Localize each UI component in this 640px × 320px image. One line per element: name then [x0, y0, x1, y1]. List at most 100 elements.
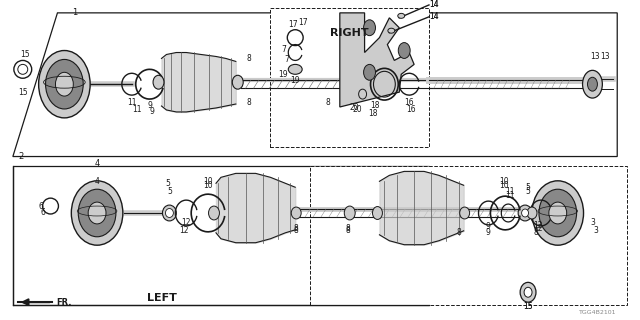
Text: 5: 5: [165, 179, 170, 188]
Text: 6: 6: [38, 202, 43, 211]
Ellipse shape: [153, 75, 164, 89]
Text: 17: 17: [298, 18, 308, 27]
Ellipse shape: [209, 206, 220, 220]
Text: 16: 16: [406, 106, 416, 115]
Ellipse shape: [398, 43, 410, 59]
Text: 18: 18: [368, 109, 377, 118]
Ellipse shape: [358, 89, 367, 99]
Ellipse shape: [388, 28, 395, 33]
Text: 14: 14: [429, 12, 439, 21]
Text: 13: 13: [600, 52, 610, 61]
Ellipse shape: [56, 72, 74, 96]
Ellipse shape: [522, 209, 529, 217]
Text: 1: 1: [72, 8, 77, 17]
Text: 14: 14: [429, 0, 439, 10]
Ellipse shape: [14, 60, 32, 78]
Text: 7: 7: [281, 45, 286, 54]
Ellipse shape: [18, 64, 28, 74]
Text: 13: 13: [591, 52, 600, 61]
Text: 4: 4: [95, 177, 99, 186]
Text: RIGHT: RIGHT: [330, 28, 369, 38]
Text: 6: 6: [40, 209, 45, 218]
Text: 11: 11: [506, 187, 515, 196]
Text: 8: 8: [294, 226, 299, 235]
Ellipse shape: [520, 282, 536, 302]
Text: 14: 14: [429, 12, 439, 21]
Ellipse shape: [539, 189, 577, 237]
Ellipse shape: [38, 51, 90, 118]
Text: 3: 3: [593, 226, 598, 235]
Text: 10: 10: [499, 177, 509, 186]
Text: 9: 9: [486, 222, 491, 231]
Ellipse shape: [372, 206, 383, 220]
Polygon shape: [340, 13, 414, 107]
Ellipse shape: [524, 287, 532, 297]
Text: 15: 15: [20, 50, 29, 59]
Text: 5: 5: [525, 183, 531, 192]
Ellipse shape: [291, 207, 301, 219]
Ellipse shape: [527, 207, 537, 219]
Text: 5: 5: [525, 187, 531, 196]
Text: 5: 5: [167, 187, 172, 196]
Ellipse shape: [588, 77, 597, 91]
Text: 8: 8: [326, 98, 330, 107]
Polygon shape: [13, 166, 429, 305]
Text: 15: 15: [524, 302, 533, 311]
Text: 10: 10: [204, 177, 213, 186]
Text: 2: 2: [18, 152, 24, 161]
Ellipse shape: [45, 60, 83, 109]
Ellipse shape: [364, 64, 376, 80]
Text: 12: 12: [533, 221, 543, 230]
Ellipse shape: [532, 181, 584, 245]
Ellipse shape: [232, 75, 243, 89]
Text: LEFT: LEFT: [147, 293, 177, 303]
Text: 9: 9: [147, 101, 152, 110]
Text: 19: 19: [291, 76, 300, 85]
Ellipse shape: [288, 64, 302, 74]
Text: 15: 15: [18, 88, 28, 97]
Ellipse shape: [344, 206, 355, 220]
Ellipse shape: [398, 13, 404, 18]
Ellipse shape: [166, 209, 173, 218]
Text: 10: 10: [499, 181, 509, 190]
Ellipse shape: [582, 70, 602, 98]
Text: 4: 4: [95, 159, 100, 168]
Text: 12: 12: [533, 224, 543, 233]
Polygon shape: [310, 166, 627, 305]
Ellipse shape: [460, 207, 470, 219]
Text: 7: 7: [284, 55, 289, 64]
Text: 8: 8: [534, 228, 538, 237]
Ellipse shape: [518, 205, 532, 221]
Text: 16: 16: [404, 98, 414, 107]
Text: 20: 20: [350, 103, 360, 112]
Ellipse shape: [549, 202, 566, 224]
Text: 8: 8: [246, 54, 251, 63]
Ellipse shape: [78, 189, 116, 237]
Text: 12: 12: [179, 226, 189, 235]
Ellipse shape: [71, 181, 123, 245]
Text: 11: 11: [506, 191, 515, 200]
Text: 8: 8: [294, 224, 299, 233]
Text: 8: 8: [346, 224, 350, 233]
Text: 11: 11: [132, 106, 141, 115]
Text: 19: 19: [278, 70, 288, 79]
Text: 17: 17: [289, 20, 298, 29]
Polygon shape: [13, 13, 617, 156]
Text: TGG4B2101: TGG4B2101: [579, 309, 616, 315]
Text: 20: 20: [353, 106, 362, 115]
Text: 8: 8: [246, 98, 251, 107]
Text: 14: 14: [429, 0, 439, 10]
Text: 11: 11: [127, 98, 136, 107]
Ellipse shape: [88, 202, 106, 224]
Ellipse shape: [364, 20, 376, 36]
Text: 8: 8: [346, 226, 350, 235]
Text: 15: 15: [524, 302, 533, 311]
Text: 3: 3: [590, 219, 595, 228]
Text: 8: 8: [456, 228, 461, 237]
Text: FR.: FR.: [56, 298, 72, 307]
Ellipse shape: [163, 205, 177, 221]
Text: 9: 9: [486, 228, 491, 237]
Text: 9: 9: [149, 108, 154, 116]
Text: 18: 18: [370, 101, 380, 110]
Polygon shape: [271, 8, 429, 147]
